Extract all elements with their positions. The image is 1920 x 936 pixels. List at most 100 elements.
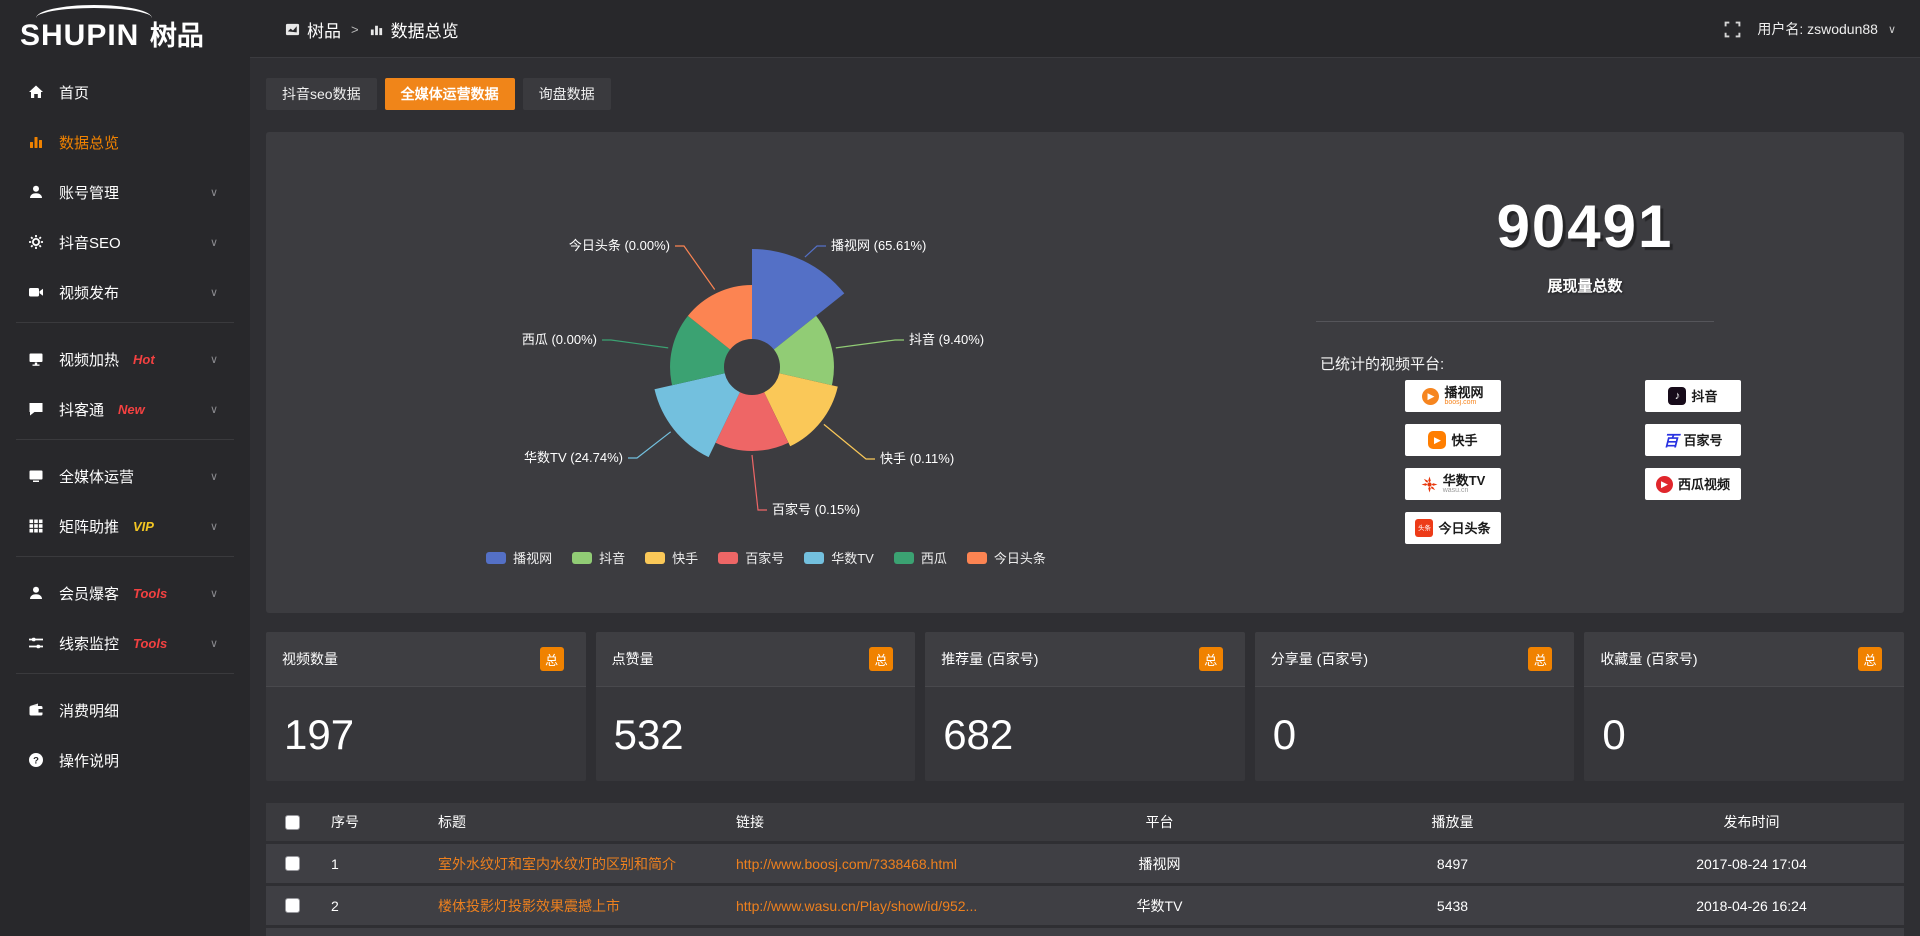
platform-badge-西瓜视频[interactable]: ▶ 西瓜视频	[1645, 468, 1741, 500]
platform-badge-华数TV[interactable]: 华数TV wasu.cn	[1405, 468, 1501, 500]
total-badge[interactable]: 总	[539, 647, 564, 671]
pie-label-西瓜: 西瓜 (0.00%)	[522, 332, 597, 347]
breadcrumb-separator: >	[351, 21, 359, 37]
legend-item-西瓜[interactable]: 西瓜	[893, 548, 947, 567]
username[interactable]: 用户名: zswodun88	[1757, 19, 1878, 39]
fullscreen-icon[interactable]	[1724, 21, 1741, 38]
tab-bar: 抖音seo数据 全媒体运营数据 询盘数据	[266, 78, 1904, 110]
pie-slice-华数TV[interactable]	[654, 373, 740, 458]
platform-name: 抖音	[1691, 388, 1718, 404]
pie-label-播视网: 播视网 (65.61%)	[831, 238, 926, 253]
sidebar-item-member-baoke[interactable]: 会员爆客 Tools ∨	[0, 573, 250, 613]
legend-item-抖音[interactable]: 抖音	[572, 548, 625, 567]
chevron-down-icon: ∨	[209, 186, 218, 199]
legend-item-百家号[interactable]: 百家号	[718, 548, 784, 567]
logo[interactable]: SHUPIN 树品	[0, 0, 250, 60]
header-index: 序号	[331, 814, 359, 830]
cell-title-link[interactable]: 楼体投影灯投影效果震撼上市	[438, 897, 620, 914]
header-time: 发布时间	[1723, 814, 1780, 830]
row-checkbox[interactable]	[285, 898, 300, 913]
header-platform: 平台	[1145, 814, 1174, 830]
sidebar-item-video-heat[interactable]: 视频加热 Hot ∨	[0, 339, 250, 379]
platform-badge-快手[interactable]: ▶ 快手	[1405, 424, 1501, 456]
legend-item-华数TV[interactable]: 华数TV	[804, 548, 874, 567]
cell-title-link[interactable]: 室外水纹灯和室内水纹灯的区别和简介	[438, 855, 676, 872]
pie-slice-抖音[interactable]	[773, 315, 834, 386]
sidebar-item-help[interactable]: ? 操作说明	[0, 740, 250, 780]
sidebar-item-label: 消费明细	[59, 702, 120, 720]
legend-item-播视网[interactable]: 播视网	[486, 548, 552, 567]
label-line-百家号	[751, 454, 767, 511]
chat-icon	[27, 401, 44, 417]
legend-swatch	[966, 551, 987, 564]
label-line-抖音	[835, 339, 904, 349]
stat-cards-row: 视频数量总 197 点赞量总 532 推荐量 (百家号) 总 682 分享量 (百家号) 总 0 收…	[266, 632, 1904, 781]
stat-card-header: 推荐量 (百家号) 总	[925, 632, 1245, 687]
rose-pie-chart[interactable]: 播视网 (65.61%) 抖音 (9.40%) 快手 (0.11%) 百家号 (0.1…	[266, 132, 1266, 613]
cell-index: 1	[331, 855, 339, 872]
sidebar-item-badge: Tools	[133, 635, 168, 651]
legend-item-今日头条[interactable]: 今日头条	[966, 548, 1046, 567]
platform-name: 西瓜视频	[1677, 476, 1730, 492]
total-badge[interactable]: 总	[869, 647, 894, 671]
tab-1[interactable]: 全媒体运营数据	[384, 78, 515, 110]
sidebar-item-clue-monitor[interactable]: 线索监控 Tools ∨	[0, 623, 250, 663]
stat-card-value: 197	[284, 711, 355, 758]
pie-slice-今日头条[interactable]	[687, 285, 752, 350]
sidebar-item-label: 视频发布	[59, 284, 120, 302]
sidebar-item-home[interactable]: 首页	[0, 72, 250, 112]
platform-sub: wasu.cn	[1442, 486, 1469, 494]
sidebar-item-label: 视频加热	[59, 351, 120, 369]
sidebar-item-douketong[interactable]: 抖客通 New ∨	[0, 389, 250, 429]
pie-slice-西瓜[interactable]	[670, 315, 731, 386]
sidebar-item-data-overview[interactable]: 数据总览	[0, 122, 250, 162]
sidebar: SHUPIN 树品 首页 数据总览 账号管理 ∨ 抖音SEO ∨ 视频发布 ∨ 视频加热 Hot ∨…	[0, 0, 250, 936]
sidebar-item-douyin-seo[interactable]: 抖音SEO ∨	[0, 222, 250, 262]
username-label: 用户名:	[1757, 21, 1808, 37]
pie-label-抖音: 抖音 (9.40%)	[909, 332, 984, 347]
breadcrumb-home[interactable]: 树品	[285, 17, 341, 42]
sidebar-divider	[16, 673, 234, 674]
table-row-1: 1 室外水纹灯和室内水纹灯的区别和简介 http://www.boosj.com/7…	[266, 841, 1904, 883]
chevron-down-icon: ∨	[209, 353, 218, 366]
cell-url-link[interactable]: http://www.wasu.cn/Play/show/id/952...	[736, 897, 978, 914]
user-menu-caret-icon[interactable]: ∨	[1887, 23, 1896, 36]
sidebar-item-label: 账号管理	[59, 184, 120, 202]
platform-name: 快手	[1451, 432, 1478, 448]
platform-badge-播视网[interactable]: ▶ 播视网 boosj.com	[1405, 380, 1501, 412]
cell-plays: 5438	[1436, 897, 1469, 914]
logo-text-cn: 树品	[149, 21, 204, 51]
pie-slice-快手[interactable]	[764, 373, 838, 447]
cell-url-link[interactable]: http://www.boosj.com/7338468.html	[736, 855, 958, 872]
legend-item-快手[interactable]: 快手	[645, 548, 698, 567]
stat-card-1: 点赞量 总 532	[595, 632, 916, 781]
breadcrumb-current[interactable]: 数据总览	[369, 17, 459, 42]
total-badge[interactable]: 总	[1857, 647, 1882, 671]
pie-slice-百家号[interactable]	[715, 392, 789, 451]
platform-badge-百家号[interactable]: 百百家号	[1645, 424, 1741, 456]
sidebar-item-media-operation[interactable]: 全媒体运营 ∨	[0, 456, 250, 496]
platform-name: 今日头条	[1438, 520, 1491, 536]
pie-slice-播视网[interactable]	[752, 248, 845, 350]
kuaishou-logo: ▶	[1428, 431, 1447, 449]
cell-time: 2017-08-24 17:04	[1696, 855, 1807, 872]
sidebar-item-label: 线索监控	[59, 635, 120, 653]
stat-card-header: 分享量 (百家号) 总	[1254, 632, 1575, 687]
total-display-value: 90491	[1496, 193, 1674, 260]
sidebar-item-account-manage[interactable]: 账号管理 ∨	[0, 172, 250, 212]
tab-2[interactable]: 询盘数据	[522, 78, 611, 110]
pie-label-今日头条: 今日头条 (0.00%)	[569, 238, 670, 253]
sidebar-item-video-publish[interactable]: 视频发布 ∨	[0, 272, 250, 312]
sidebar-item-expense-detail[interactable]: 消费明细	[0, 690, 250, 730]
stat-card-value: 682	[943, 711, 1014, 758]
platform-badge-抖音[interactable]: ♪ 抖音	[1645, 380, 1741, 412]
row-checkbox[interactable]	[285, 856, 300, 871]
sidebar-item-matrix-boost[interactable]: 矩阵助推 VIP ∨	[0, 506, 250, 546]
total-badge[interactable]: 总	[1198, 647, 1223, 671]
select-all-checkbox[interactable]	[285, 814, 300, 830]
platform-badge-今日头条[interactable]: 头条 今日头条	[1405, 512, 1501, 544]
tab-0[interactable]: 抖音seo数据	[266, 78, 377, 110]
legend-label: 今日头条	[993, 551, 1046, 566]
total-badge[interactable]: 总	[1528, 647, 1553, 671]
